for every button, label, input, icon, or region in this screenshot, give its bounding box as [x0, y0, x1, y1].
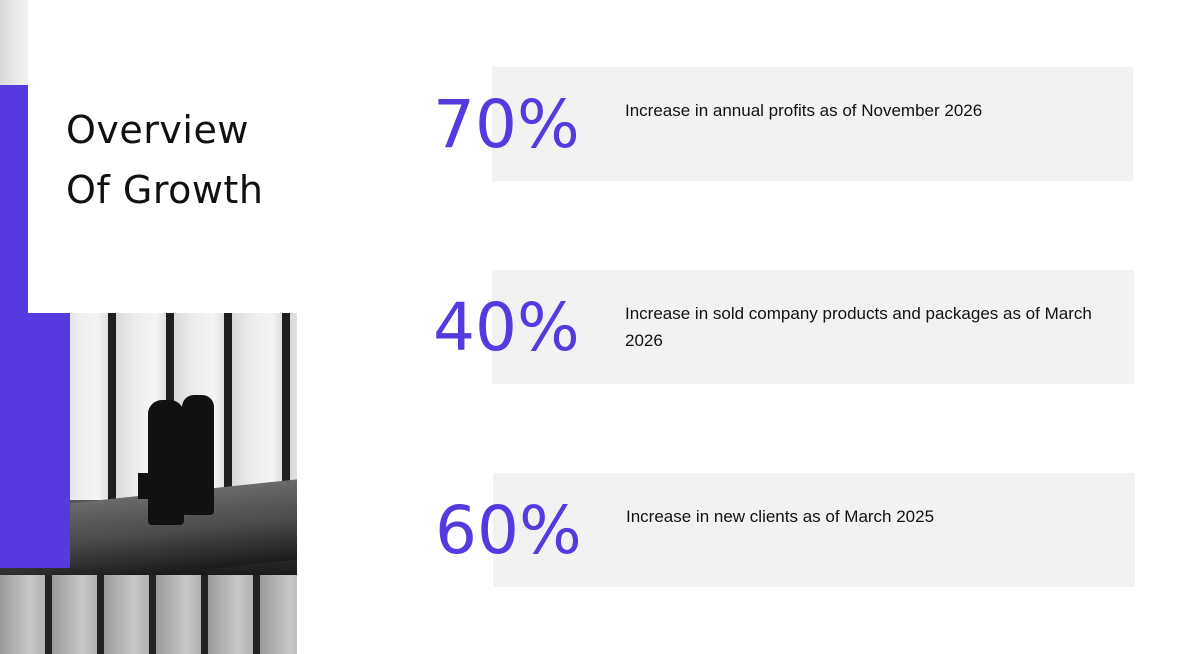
title-line-2: Of Growth — [66, 168, 264, 212]
silhouette-person — [182, 395, 214, 515]
stat-description: Increase in sold company products and pa… — [625, 304, 1092, 350]
stat-description: Increase in new clients as of March 2025 — [626, 507, 935, 526]
stat-card — [492, 270, 1134, 384]
silhouette-person — [148, 400, 184, 525]
title-line-1: Overview — [66, 108, 249, 152]
title-card — [28, 0, 297, 313]
stat-card — [493, 473, 1135, 587]
silhouette-briefcase — [138, 473, 156, 499]
stat-value: 70% — [433, 86, 580, 163]
photo-reflection — [0, 575, 297, 654]
page-title: Overview Of Growth — [66, 100, 263, 220]
stat-card — [492, 67, 1133, 181]
stat-description: Increase in annual profits as of Novembe… — [625, 101, 983, 120]
stat-value: 40% — [433, 289, 580, 366]
stat-value: 60% — [435, 492, 582, 569]
